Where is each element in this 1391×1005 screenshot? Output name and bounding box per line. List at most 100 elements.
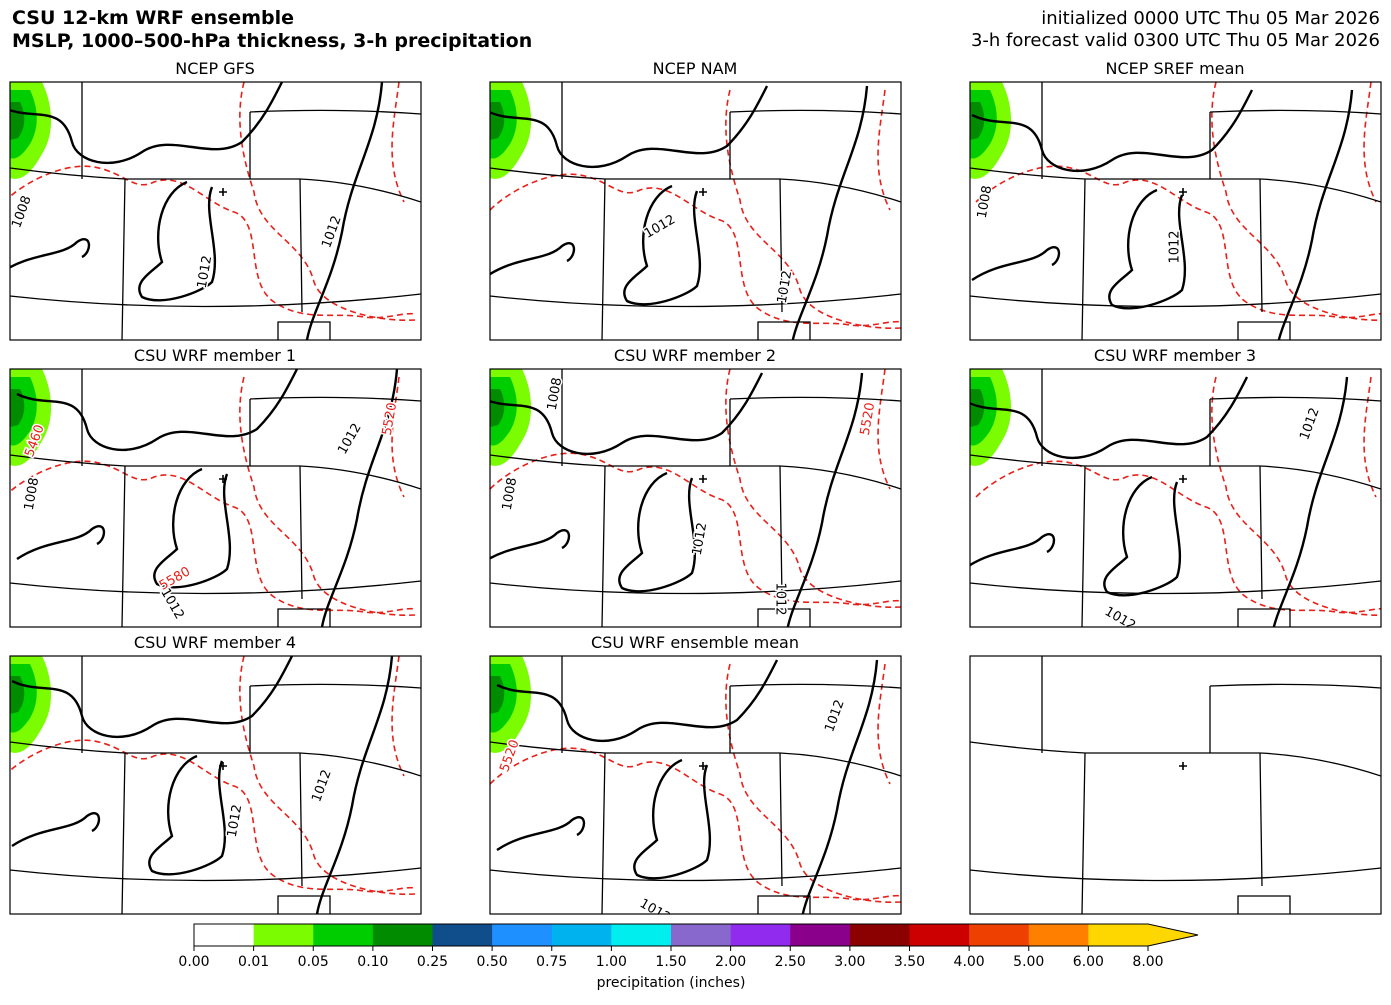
contour-label: 1008 (975, 184, 996, 219)
thickness-contour (490, 452, 901, 606)
basemap (970, 656, 1381, 914)
precip-area (10, 389, 25, 427)
pressure-contour (153, 467, 232, 589)
thickness-contour (239, 376, 416, 617)
pressure-contour (791, 85, 869, 340)
thickness-contour (975, 165, 1381, 319)
colorbar-extend (1148, 924, 1198, 946)
pressure-contour (1272, 376, 1349, 627)
colorbar-tick-label: 0.01 (238, 954, 269, 970)
contour-label: 1008 (9, 194, 34, 230)
contour-label: 1012 (195, 254, 216, 289)
basemap (490, 656, 901, 914)
thickness-contour (490, 173, 901, 327)
pressure-contour (971, 246, 1061, 281)
pressure-contour (10, 82, 284, 165)
pressure-contour (1108, 188, 1187, 310)
colorbar-bin (1088, 924, 1149, 946)
precip-area (970, 102, 985, 140)
colorbar-tick-label: 3.00 (834, 954, 865, 970)
panel-frame (489, 655, 902, 915)
pressure-contour (496, 816, 586, 851)
colorbar-label: precipitation (inches) (597, 975, 746, 991)
pressure-contour (618, 471, 697, 593)
pressure-contour (623, 184, 702, 306)
contour-label: 1012 (335, 421, 365, 457)
colorbar-tick-label: 8.00 (1132, 954, 1163, 970)
figure-title: CSU 12-km WRF ensemble (12, 7, 294, 29)
pressure-contour (305, 82, 384, 340)
colorbar-bin (730, 924, 791, 946)
pressure-contour (496, 659, 779, 743)
pressure-contour (971, 89, 1254, 173)
colorbar-bin (551, 924, 612, 946)
colorbar-tick-label: 4.00 (954, 954, 985, 970)
pressure-contour (16, 369, 299, 452)
colorbar-frame (193, 923, 1199, 947)
colorbar-tick-label: 2.50 (775, 954, 806, 970)
thickness-contour (239, 82, 416, 322)
colorbar: 0.00 0.01 0.05 0.10 0.25 0.50 0.75 1.00 1.50 2.00… (178, 923, 1199, 991)
precip-area (970, 389, 985, 427)
contour-label: 1008 (22, 476, 43, 511)
pressure-contour (970, 533, 1056, 567)
thickness-contour (877, 369, 891, 490)
thickness-contour (1363, 82, 1377, 203)
thickness-contour (877, 663, 891, 785)
pressure-contour (786, 372, 864, 627)
pressure-contour (11, 656, 294, 739)
colorbar-tick-label: 6.00 (1073, 954, 1104, 970)
panel-title: CSU WRF member 2 (614, 346, 776, 365)
colorbar-tick-label: 0.25 (417, 954, 448, 970)
colorbar-bin (372, 924, 433, 946)
colorbar-tick-label: 0.75 (536, 954, 567, 970)
pressure-contour (1103, 475, 1182, 597)
thickness-contour (1363, 376, 1377, 498)
pressure-contour (16, 525, 106, 560)
pressure-contour (315, 656, 394, 914)
contour-label: 1012 (1102, 604, 1138, 634)
map-content: 1008 5520 1008 1012 1012 (490, 369, 901, 627)
colorbar-bin (909, 924, 970, 946)
colorbar-bin (849, 924, 910, 946)
pressure-contour (1277, 89, 1354, 340)
contour-label: 1012 (822, 698, 847, 734)
panel-title: NCEP GFS (175, 59, 254, 78)
basemap (10, 656, 421, 914)
thickness-contour (877, 89, 891, 211)
precip-area (490, 389, 505, 427)
contour-label: 1012 (690, 521, 711, 556)
colorbar-tick-label: 1.00 (596, 954, 627, 970)
basemap (970, 369, 1381, 627)
contour-label: 5520 (380, 401, 401, 436)
pressure-contour (633, 758, 712, 880)
colorbar-bin (432, 924, 493, 946)
precip-area (490, 102, 505, 140)
colorbar-bin (194, 924, 255, 946)
thickness-contour (725, 89, 901, 330)
contour-label: 1012 (1168, 230, 1183, 263)
thickness-contour (391, 82, 405, 203)
contour-label: 1012 (637, 896, 673, 926)
pressure-contour (138, 180, 217, 302)
colorbar-tick-label: 0.10 (357, 954, 388, 970)
panel-frame (969, 368, 1382, 628)
thickness-contour (725, 369, 901, 609)
pressure-contour (801, 659, 879, 914)
pressure-contour (10, 238, 91, 269)
map-panel: 1008 5520 1008 1012 1012 (489, 368, 902, 628)
colorbar-tick-label: 0.05 (298, 954, 329, 970)
contour-label: 1008 (500, 476, 521, 511)
panel-title: CSU WRF member 1 (134, 346, 296, 365)
figure-subtitle: MSLP, 1000–500-hPa thickness, 3-h precip… (12, 30, 532, 52)
